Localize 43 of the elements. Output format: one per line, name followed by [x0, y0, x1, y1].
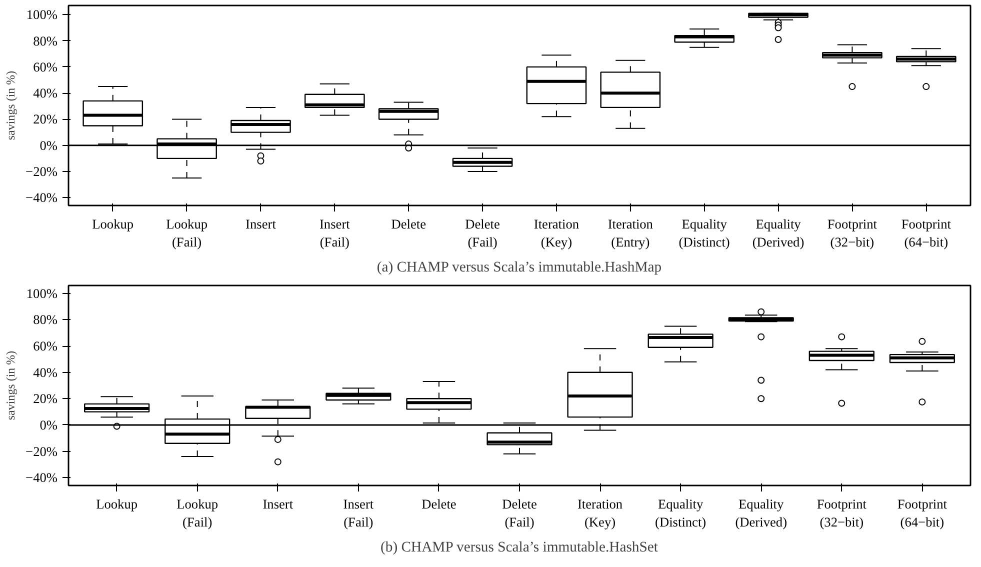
- x-tick-label: Equality (Derived): [752, 216, 804, 250]
- y-tick-label: 60%: [33, 338, 58, 354]
- text: (b) CHAMP versus Scala’s immutable.HashSet: [380, 540, 658, 556]
- x-tick-label: Iteration (Entry): [608, 216, 654, 250]
- y-tick-label: 100%: [26, 7, 58, 22]
- y-tick-label: 40%: [33, 364, 58, 380]
- x-tick-label: Equality (Distinct): [655, 496, 706, 530]
- x-tick-label: Footprint (32−bit): [816, 496, 867, 530]
- y-tick-label: 60%: [33, 59, 58, 74]
- x-tick-label: Delete (Fail): [465, 216, 500, 250]
- y-axis-title: savings (in %): [4, 70, 18, 140]
- y-tick-label: −20%: [26, 164, 58, 180]
- y-tick-label: 0%: [40, 417, 58, 432]
- y-tick-label: −40%: [26, 470, 58, 486]
- x-tick-label: Delete: [391, 216, 426, 232]
- x-tick-label: Insert (Fail): [343, 496, 374, 530]
- y-tick-label: −40%: [26, 190, 58, 206]
- text: (a) CHAMP versus Scala’s immutable.HashMap: [376, 260, 662, 276]
- x-tick-label: Lookup (Fail): [166, 216, 208, 250]
- y-tick-label: 20%: [33, 391, 58, 406]
- x-tick-label: Lookup: [96, 496, 138, 512]
- y-tick-label: 40%: [33, 86, 58, 101]
- x-tick-label: Delete: [422, 496, 456, 512]
- x-tick-label: Iteration (Key): [577, 496, 623, 530]
- x-tick-label: Iteration (Key): [534, 216, 580, 250]
- x-tick-label: Footprint (64−bit): [897, 496, 948, 530]
- x-tick-label: Equality (Derived): [735, 496, 788, 530]
- y-tick-label: 80%: [33, 312, 58, 328]
- y-tick-label: 20%: [33, 112, 58, 127]
- x-tick-label: Insert: [246, 216, 276, 232]
- y-tick-label: 0%: [40, 138, 58, 153]
- x-tick-label: Insert (Fail): [319, 216, 350, 250]
- y-tick-label: 100%: [26, 286, 58, 301]
- x-tick-label: Delete (Fail): [502, 496, 537, 530]
- x-tick-label: Lookup: [92, 216, 134, 232]
- x-tick-label: Insert: [262, 496, 294, 512]
- x-tick-label: Lookup (Fail): [176, 496, 218, 530]
- x-tick-label: Footprint (64−bit): [901, 216, 952, 250]
- y-axis-title: savings (in %): [4, 350, 18, 420]
- y-tick-label: −20%: [26, 444, 58, 459]
- x-tick-label: Equality (Distinct): [678, 216, 730, 250]
- y-tick-label: 80%: [33, 33, 58, 48]
- x-tick-label: Footprint (32−bit): [827, 216, 878, 250]
